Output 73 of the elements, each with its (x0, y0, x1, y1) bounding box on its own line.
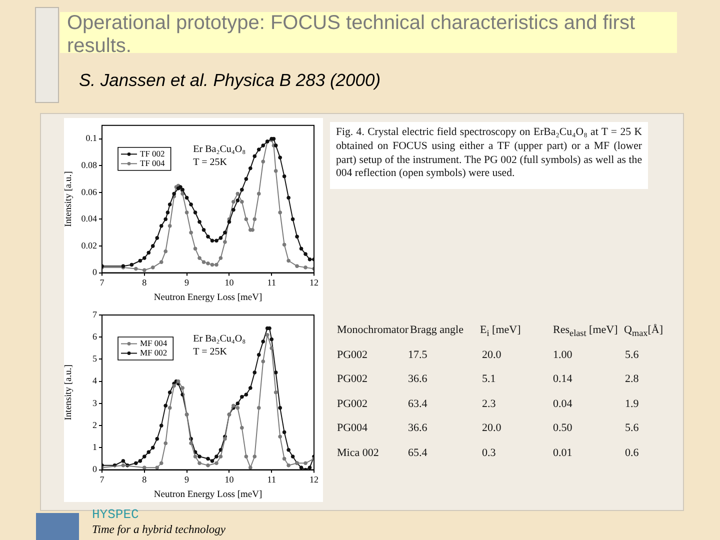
annotation: T = 25K (193, 346, 228, 358)
text: 5.6 (625, 348, 639, 363)
text: 0.14 (553, 372, 572, 388)
text: 0.6 (625, 446, 639, 461)
text: HYSPEC (92, 507, 139, 523)
text: 1.9 (625, 396, 639, 412)
text: Q$_{max}$[Å] (624, 323, 663, 340)
y-tick-label: 7 (92, 309, 98, 320)
y-tick-label: 2 (92, 420, 97, 430)
text: E$_{i}$ [meV] (480, 323, 521, 340)
y-tick-label: 0.1 (86, 133, 97, 144)
annotation: Er Ba₂Cu₄O₈ (193, 334, 246, 345)
y-tick-label: 6 (92, 331, 98, 342)
caption: Fig. 4. Crystal electric field spectroscopy on ErBa₂Cu₄O₈ at T = 25 K obtained on FOCUS using either a TF (upper part) or a MF (lower part) setup of the instrument. The PG 002 (full symbols) as well as the 004 reflection (open symbols) were used. (330, 122, 648, 190)
x-tick-label: 7 (100, 278, 105, 288)
annotation: Er Ba₂Cu₄O₈ (193, 144, 246, 156)
text: PG002 (337, 348, 368, 363)
text: 63.4 (408, 396, 428, 412)
x-tick-label: 11 (267, 278, 276, 288)
text: Operational prototype: FOCUS technical characteristics and first results. (66, 12, 636, 57)
text: 36.6 (408, 372, 428, 388)
y-tick-label: 5 (92, 354, 98, 364)
text: S. Janssen et al. Physica B 283 (2000) (79, 70, 381, 90)
legend-label: TF 002 (140, 148, 165, 158)
text: Monochromator (337, 323, 408, 338)
y-tick-label: 0.06 (81, 186, 98, 197)
y-tick-label: 0.02 (81, 240, 97, 250)
text: 17.5 (408, 348, 428, 363)
y-tick-label: 0 (92, 267, 98, 278)
y-axis-title: Intensity [a.u.] (64, 364, 74, 420)
x-tick-label: 11 (267, 474, 276, 485)
text: Time for a hybrid technology (92, 523, 226, 538)
y-axis-title: Intensity [a.u.] (64, 171, 74, 227)
text: 2.3 (482, 396, 496, 412)
x-tick-label: 12 (310, 474, 318, 485)
x-tick-label: 10 (224, 474, 234, 485)
y-tick-label: 3 (92, 398, 98, 408)
text: 5.1 (482, 372, 496, 388)
text: PG002 (337, 396, 368, 412)
x-axis-title: Neutron Energy Loss [meV] (154, 490, 262, 500)
x-tick-label: 7 (100, 474, 105, 485)
text: 0.01 (553, 446, 572, 461)
y-tick-label: 0.08 (81, 160, 98, 170)
text: 20.0 (482, 348, 502, 363)
legend-label: MF 004 (140, 338, 168, 348)
annotation: T = 25K (193, 157, 228, 168)
text: 65.4 (408, 446, 428, 461)
text: 0.3 (482, 446, 496, 461)
text: Mica 002 (337, 446, 379, 461)
text: PG004 (337, 421, 368, 436)
y-tick-label: 0.04 (81, 214, 98, 224)
text: 20.0 (482, 421, 502, 436)
text: 2.8 (625, 372, 639, 388)
text: 0.50 (553, 421, 572, 436)
text: 36.6 (408, 421, 428, 436)
x-tick-label: 12 (310, 278, 318, 288)
text: PG002 (337, 372, 368, 388)
text: 5.6 (625, 421, 639, 436)
x-tick-label: 8 (142, 474, 148, 485)
text: Res$_{elast}$ [meV] (553, 323, 618, 340)
text: 0.04 (553, 396, 572, 412)
legend-label: MF 002 (140, 347, 168, 358)
y-tick-label: 1 (92, 442, 97, 452)
x-axis-title: Neutron Energy Loss [meV] (154, 292, 262, 303)
x-tick-label: 9 (184, 474, 190, 485)
text: 1.00 (553, 348, 572, 363)
text: Bragg angle (410, 323, 464, 338)
y-tick-label: 4 (92, 376, 98, 386)
legend-label: TF 004 (140, 158, 166, 168)
x-tick-label: 9 (184, 278, 190, 288)
x-tick-label: 8 (142, 278, 148, 288)
x-tick-label: 10 (224, 278, 234, 288)
y-tick-label: 0 (92, 464, 98, 474)
